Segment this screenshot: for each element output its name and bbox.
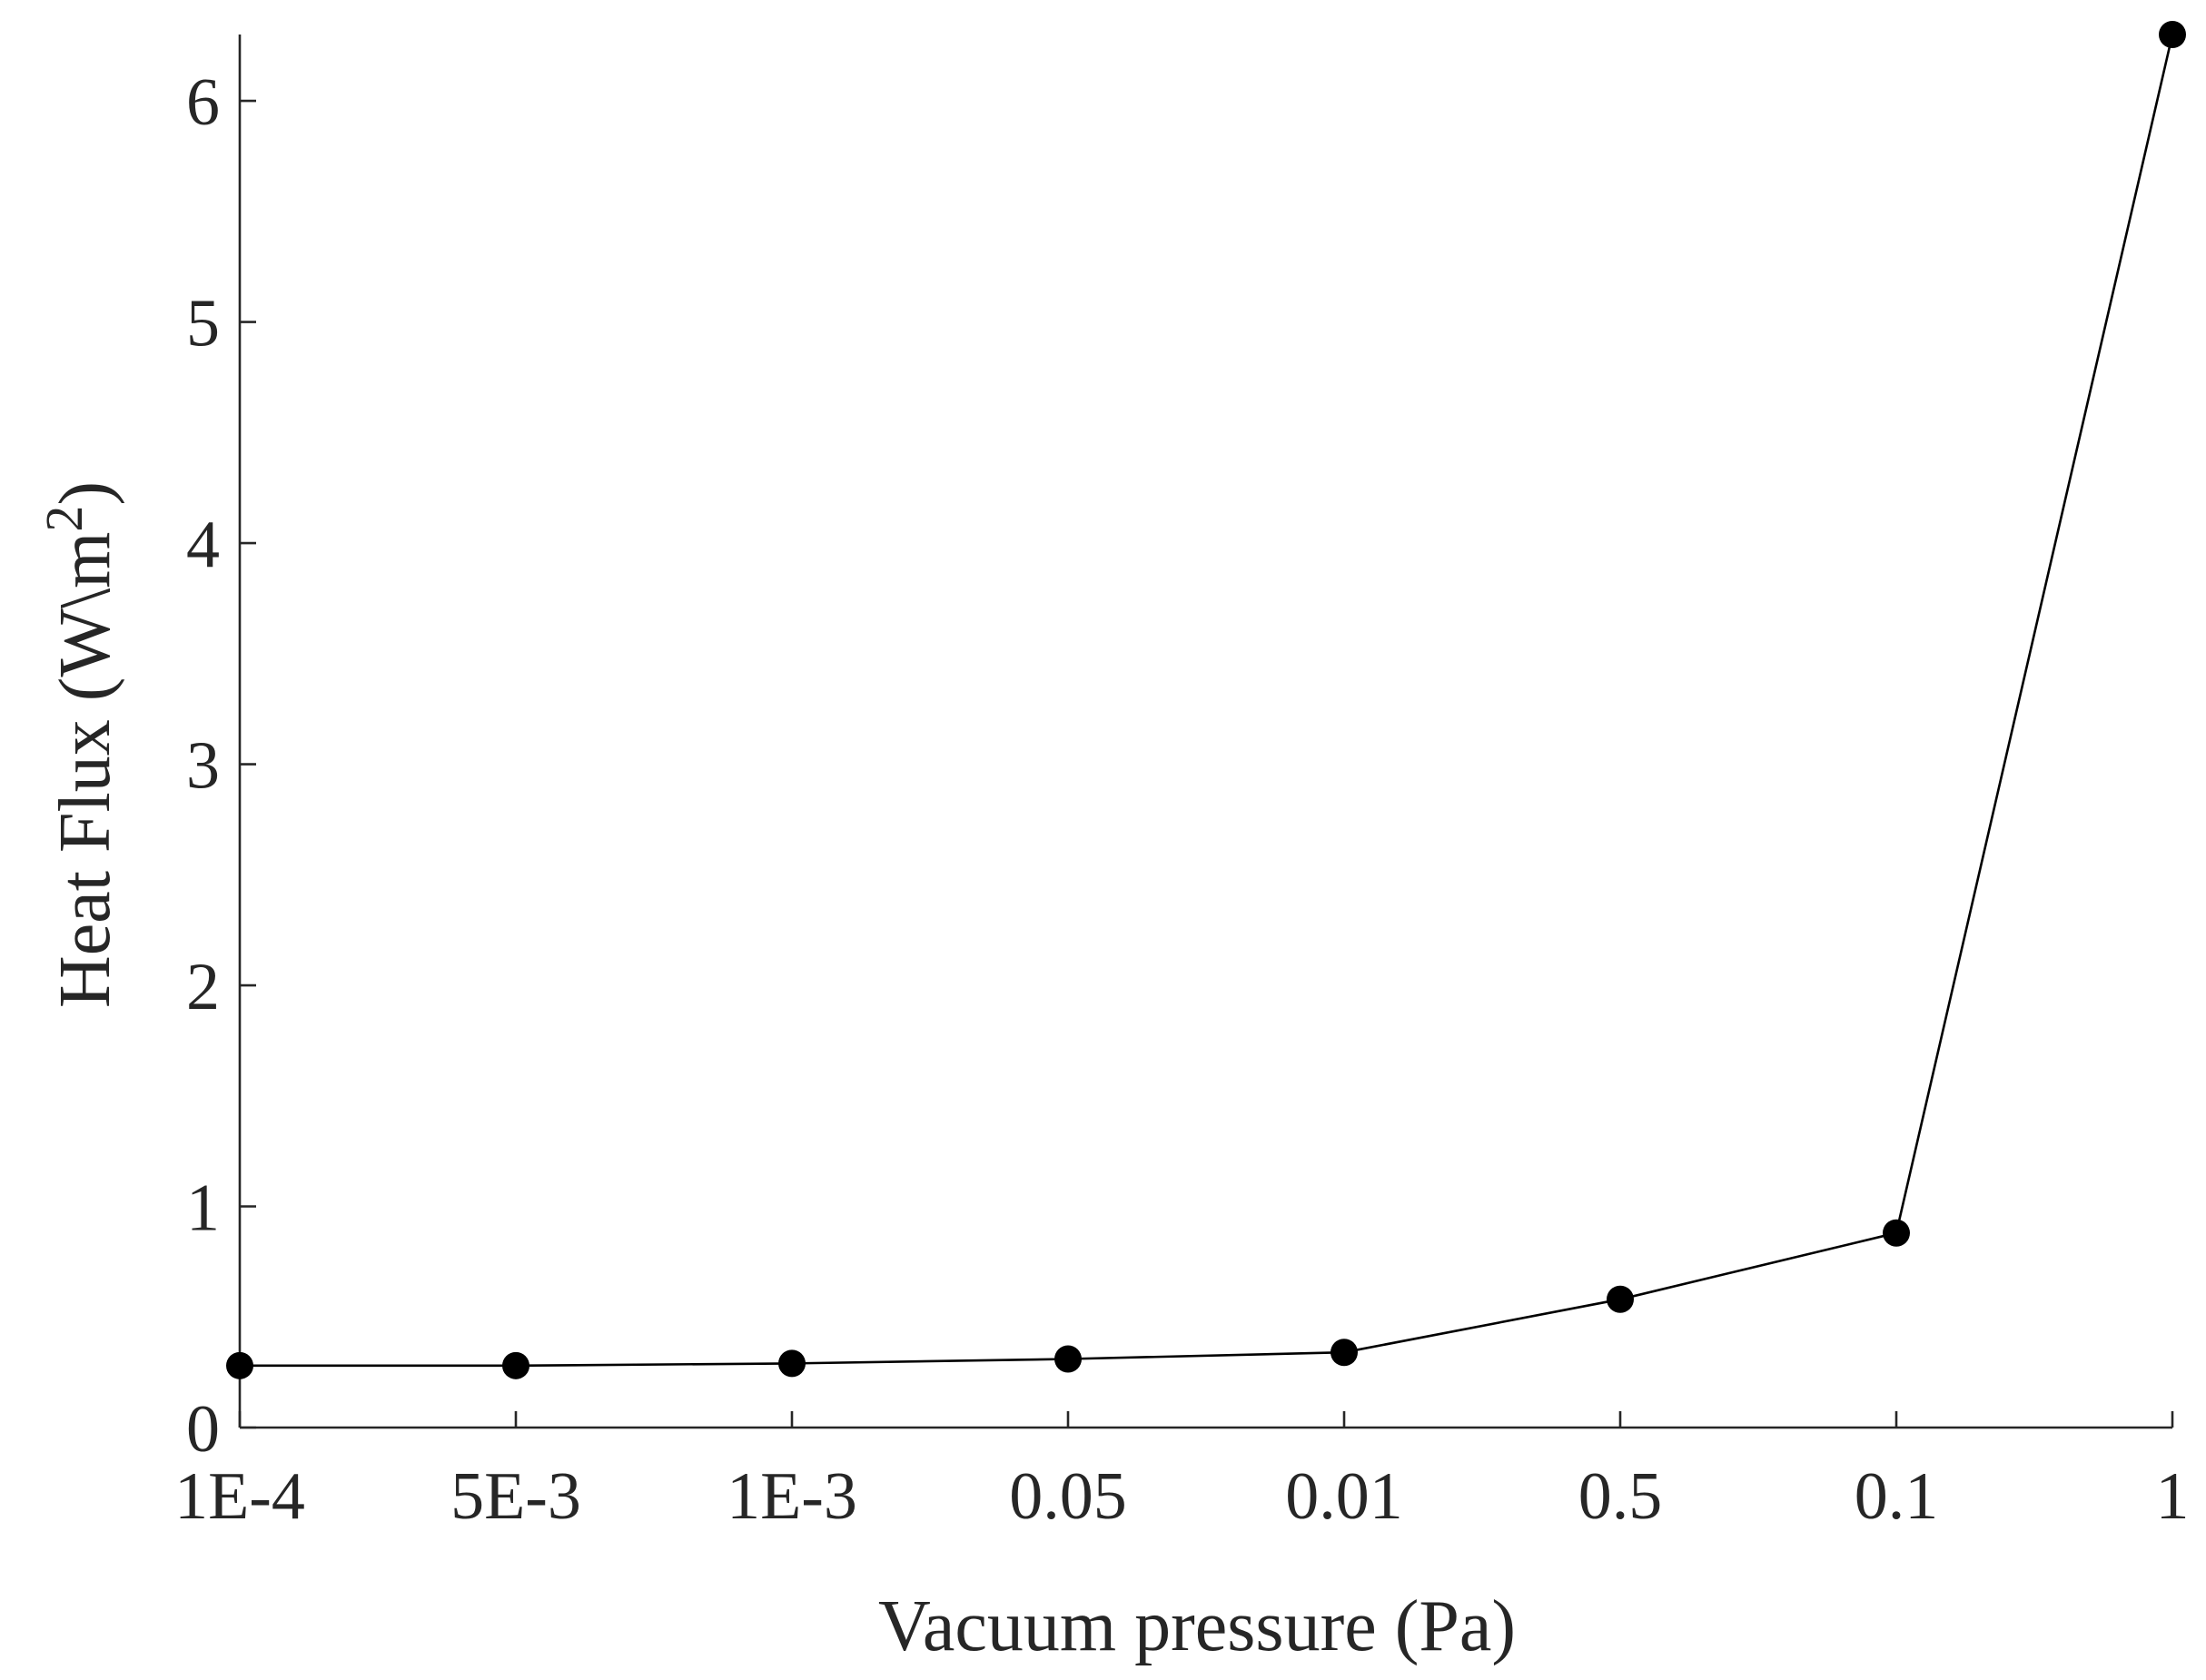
axes [238, 35, 2172, 1429]
x-axis-label: Vacuum pressure (Pa) [878, 1586, 1516, 1666]
data-point [2159, 21, 2186, 48]
x-tick-label: 0.01 [1285, 1459, 1403, 1534]
y-tick-label: 4 [186, 508, 220, 582]
x-tick-label: 5E-3 [450, 1459, 581, 1534]
y-axis-label-main: Heat Flux (W\m [45, 532, 125, 1008]
data-point [502, 1351, 529, 1379]
y-tick-label: 2 [186, 950, 220, 1024]
data-point [1331, 1339, 1358, 1367]
data-point [1054, 1345, 1082, 1373]
y-ticks: 0 1 2 3 4 5 6 [186, 65, 256, 1467]
x-tick-label: 1 [2156, 1459, 2190, 1534]
x-tick-label: 0.05 [1009, 1459, 1127, 1534]
y-axis-label-superscript: 2 [35, 506, 94, 532]
data-point [226, 1351, 253, 1379]
y-tick-label: 6 [186, 65, 220, 140]
y-tick-label: 0 [186, 1392, 220, 1467]
y-axis-label-close: ) [45, 481, 125, 506]
x-tick-label: 0.5 [1578, 1459, 1663, 1534]
series-group [226, 21, 2186, 1379]
y-tick-label: 5 [186, 287, 220, 361]
data-point [1607, 1285, 1634, 1313]
x-ticks: 1E-4 5E-3 1E-3 0.05 0.01 0.5 0.1 1 [174, 1411, 2190, 1534]
x-tick-label: 1E-4 [174, 1459, 305, 1534]
data-point [1883, 1219, 1910, 1247]
y-tick-label: 1 [186, 1171, 220, 1246]
x-tick-label: 1E-3 [727, 1459, 857, 1534]
x-tick-label: 0.1 [1855, 1459, 1939, 1534]
y-tick-label: 3 [186, 729, 220, 804]
data-point [778, 1349, 806, 1378]
series-line [240, 34, 2174, 1368]
y-axis-label: Heat Flux (W\m2) [35, 481, 125, 1008]
